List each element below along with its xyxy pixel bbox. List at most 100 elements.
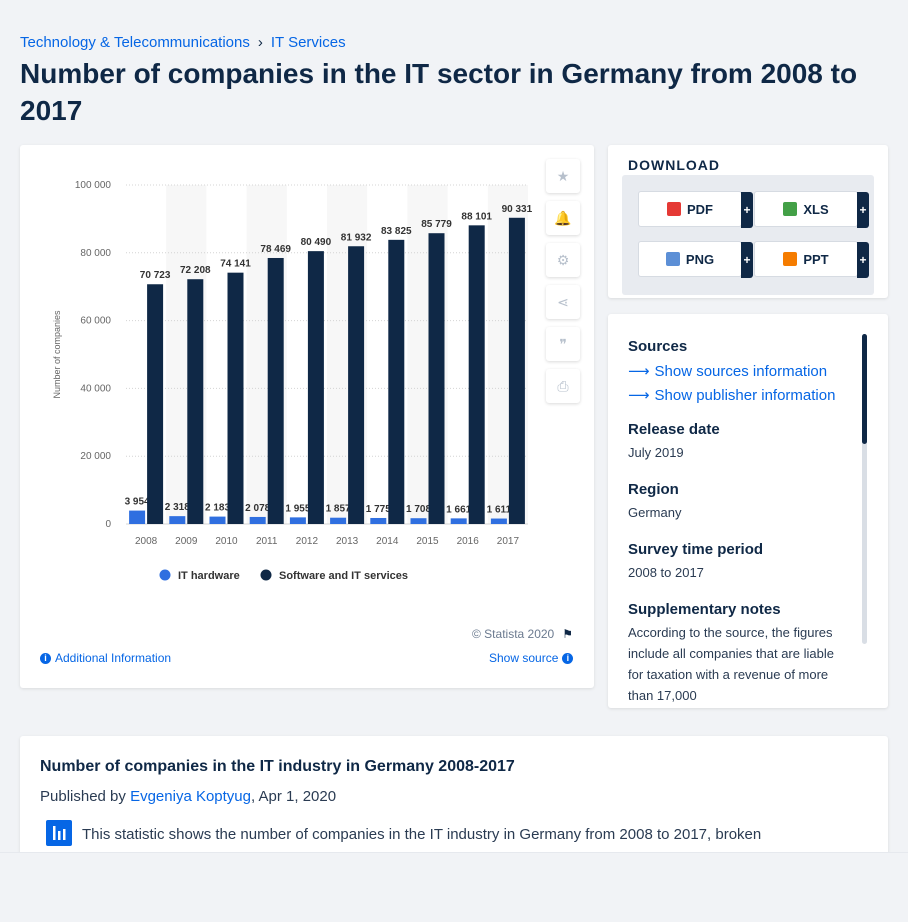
download-ppt-plus[interactable]: + [857,242,869,278]
statistic-chart-icon [46,820,72,846]
sources-heading: Sources [628,338,688,355]
bar-software-it-services [508,217,525,525]
citation-quote-icon[interactable]: ❞ [546,327,580,361]
download-pdf-label: PDF [687,201,713,217]
xls-file-icon [783,202,798,216]
download-box: PDF + XLS + PNG + PPT + [622,175,874,295]
show-source-link[interactable]: Show source i [489,651,574,665]
legend-marker [260,569,272,581]
bottom-bar [0,852,908,922]
show-source-label: Show source [489,651,559,665]
data-label: 1 775 [366,504,391,515]
author-link[interactable]: Evgeniya Koptyug [130,788,251,805]
download-ppt-button[interactable]: PPT + [754,241,869,278]
bar-software-it-services [267,257,284,524]
x-tick-label: 2010 [215,536,238,547]
download-png-button[interactable]: PNG + [638,241,753,278]
data-label: 70 723 [140,270,171,281]
chart-card: 0 20 000 40 000 60 000 80 000 100 000 Number o… [20,145,594,688]
published-line: Published by Evgeniya Koptyug, Apr 1, 20… [40,788,336,805]
breadcrumb-subcategory[interactable]: IT Services [270,34,346,51]
y-tick-label: 100 000 [75,180,112,191]
download-title: DOWNLOAD [628,157,720,173]
data-label: 1 661 [446,504,471,515]
survey-period-value: 2008 to 2017 [628,565,704,580]
download-xls-label: XLS [803,201,829,217]
data-label: 2 318 [165,502,190,513]
data-label: 3 954 [125,497,150,508]
data-label: 2 183 [205,503,230,514]
legend-label: Software and IT services [279,570,408,582]
data-label: 1 955 [285,503,310,514]
metadata-content: Sources ⟶ Show sources information ⟶ Sho… [628,338,850,708]
notification-bell-icon[interactable]: 🔔 [546,201,580,235]
data-label: 85 779 [421,219,452,230]
bar-it-hardware [450,518,467,524]
survey-period-heading: Survey time period [628,541,764,558]
bar-chart: 0 20 000 40 000 60 000 80 000 100 000 Number o… [52,180,533,582]
settings-gear-icon[interactable]: ⚙ [546,243,580,277]
release-date-value: July 2019 [628,445,684,460]
bar-it-hardware [129,510,146,524]
additional-information-link[interactable]: i Additional Information [40,651,171,665]
show-publisher-link[interactable]: ⟶ Show publisher information [628,383,850,407]
y-tick-label: 60 000 [80,316,111,327]
chart-tools: ★ 🔔 ⚙ ⋖ ❞ ⎙ [546,159,582,411]
pdf-file-icon [667,202,681,216]
info-icon: i [562,652,574,664]
x-tick-label: 2012 [296,536,319,547]
copyright: © Statista 2020 ⚑ [472,627,573,641]
bar-software-it-services [388,239,405,524]
additional-information-label: Additional Information [55,651,172,665]
data-label: 1 611 [487,505,512,516]
published-prefix: Published by [40,788,126,805]
bar-software-it-services [348,246,365,524]
data-label: 1 857 [326,504,351,515]
breadcrumb-category[interactable]: Technology & Telecommunications [20,34,250,51]
metadata-scrollbar[interactable] [862,334,867,644]
copyright-text: © Statista 2020 [472,627,555,641]
bar-software-it-services [227,272,244,524]
x-tick-label: 2017 [497,536,520,547]
x-tick-label: 2011 [256,536,278,547]
show-sources-label: Show sources information [654,362,828,380]
metadata-scroll-thumb[interactable] [862,334,867,444]
y-tick-label: 20 000 [80,451,111,462]
breadcrumb-separator: › [257,34,263,51]
y-axis-title: Number of companies [52,310,62,399]
favorite-star-icon[interactable]: ★ [546,159,580,193]
download-xls-plus[interactable]: + [857,192,869,228]
bar-software-it-services [428,233,445,524]
bar-it-hardware [490,518,507,524]
download-xls-button[interactable]: XLS + [754,191,869,228]
share-icon[interactable]: ⋖ [546,285,580,319]
bar-software-it-services [187,279,204,524]
show-sources-link[interactable]: ⟶ Show sources information [628,359,850,383]
region-value: Germany [628,505,682,520]
download-png-plus[interactable]: + [741,242,753,278]
png-file-icon [665,252,680,266]
data-label: 78 469 [260,244,291,255]
published-date: , Apr 1, 2020 [251,788,337,805]
report-flag-icon[interactable]: ⚑ [562,627,573,641]
x-tick-label: 2013 [336,536,359,547]
x-tick-label: 2008 [135,536,158,547]
release-date-heading: Release date [628,421,720,438]
legend-marker [159,569,171,581]
supplementary-notes-value: According to the source, the figures inc… [628,625,834,703]
x-tick-label: 2014 [376,536,399,547]
bar-software-it-services [147,284,164,524]
y-tick-label: 0 [105,519,111,530]
breadcrumb: Technology & Telecommunications › IT Ser… [20,34,346,51]
y-tick-label: 40 000 [80,383,111,394]
data-label: 80 490 [301,237,332,248]
download-pdf-button[interactable]: PDF + [638,191,753,228]
data-label: 90 331 [502,204,533,215]
data-label: 1 708 [406,504,431,515]
bar-it-hardware [289,517,306,524]
print-icon[interactable]: ⎙ [546,369,580,403]
show-publisher-label: Show publisher information [654,386,836,404]
download-pdf-plus[interactable]: + [741,192,753,228]
x-tick-label: 2009 [175,536,198,547]
legend-label: IT hardware [178,570,240,582]
